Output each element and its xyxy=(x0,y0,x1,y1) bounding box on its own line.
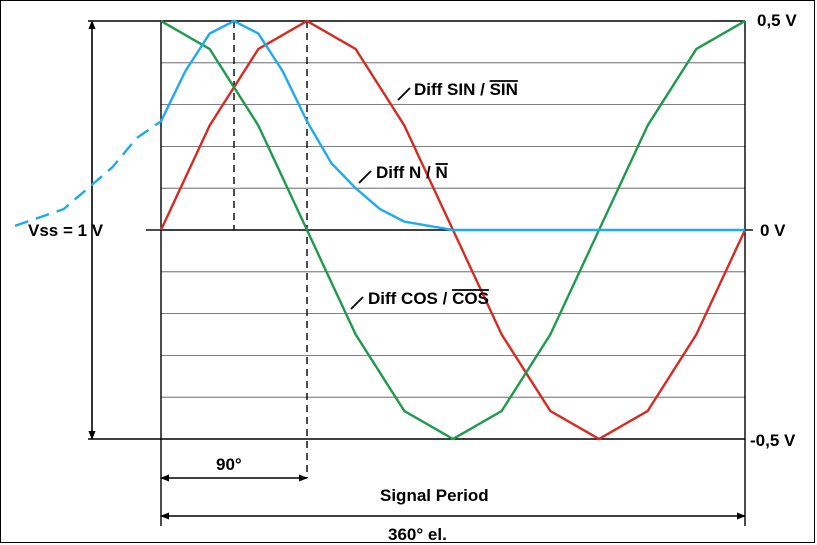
amplitude-label: Vss = 1 V xyxy=(28,221,104,240)
series-group xyxy=(14,19,747,441)
period-span-label: 360° el. xyxy=(388,525,447,544)
y-tick-label-top: 0,5 V xyxy=(757,11,797,30)
n-series-line xyxy=(159,19,745,232)
phase-label: 90° xyxy=(216,455,242,474)
y-tick-label-bottom: -0,5 V xyxy=(750,431,796,450)
series-label-n: Diff N / N xyxy=(376,163,448,182)
series-label-sin-text: Diff SIN / xyxy=(414,80,490,99)
series-label-sin-bar-text: SIN xyxy=(490,80,518,99)
series-label-cos-text: Diff COS / xyxy=(368,289,452,308)
guide-lines xyxy=(88,20,746,526)
n-series-line-dashed xyxy=(14,120,162,227)
x-axis-label: Signal Period xyxy=(380,486,489,505)
series-label-n-text: Diff N / xyxy=(376,163,436,182)
cos-series-line xyxy=(160,19,746,441)
series-label-cos: Diff COS / COS xyxy=(368,289,489,308)
series-label-sin: Diff SIN / SIN xyxy=(414,80,518,99)
n-label-leader xyxy=(358,170,372,184)
label-group: 0,5 V 0 V -0,5 V Vss = 1 V 90° Signal Pe… xyxy=(28,11,797,544)
series-label-n-bar-text: N xyxy=(436,163,448,182)
sin-label-leader xyxy=(397,87,411,101)
cos-label-leader xyxy=(350,296,364,310)
series-label-cos-bar-text: COS xyxy=(452,289,489,308)
y-tick-label-zero: 0 V xyxy=(760,221,786,240)
